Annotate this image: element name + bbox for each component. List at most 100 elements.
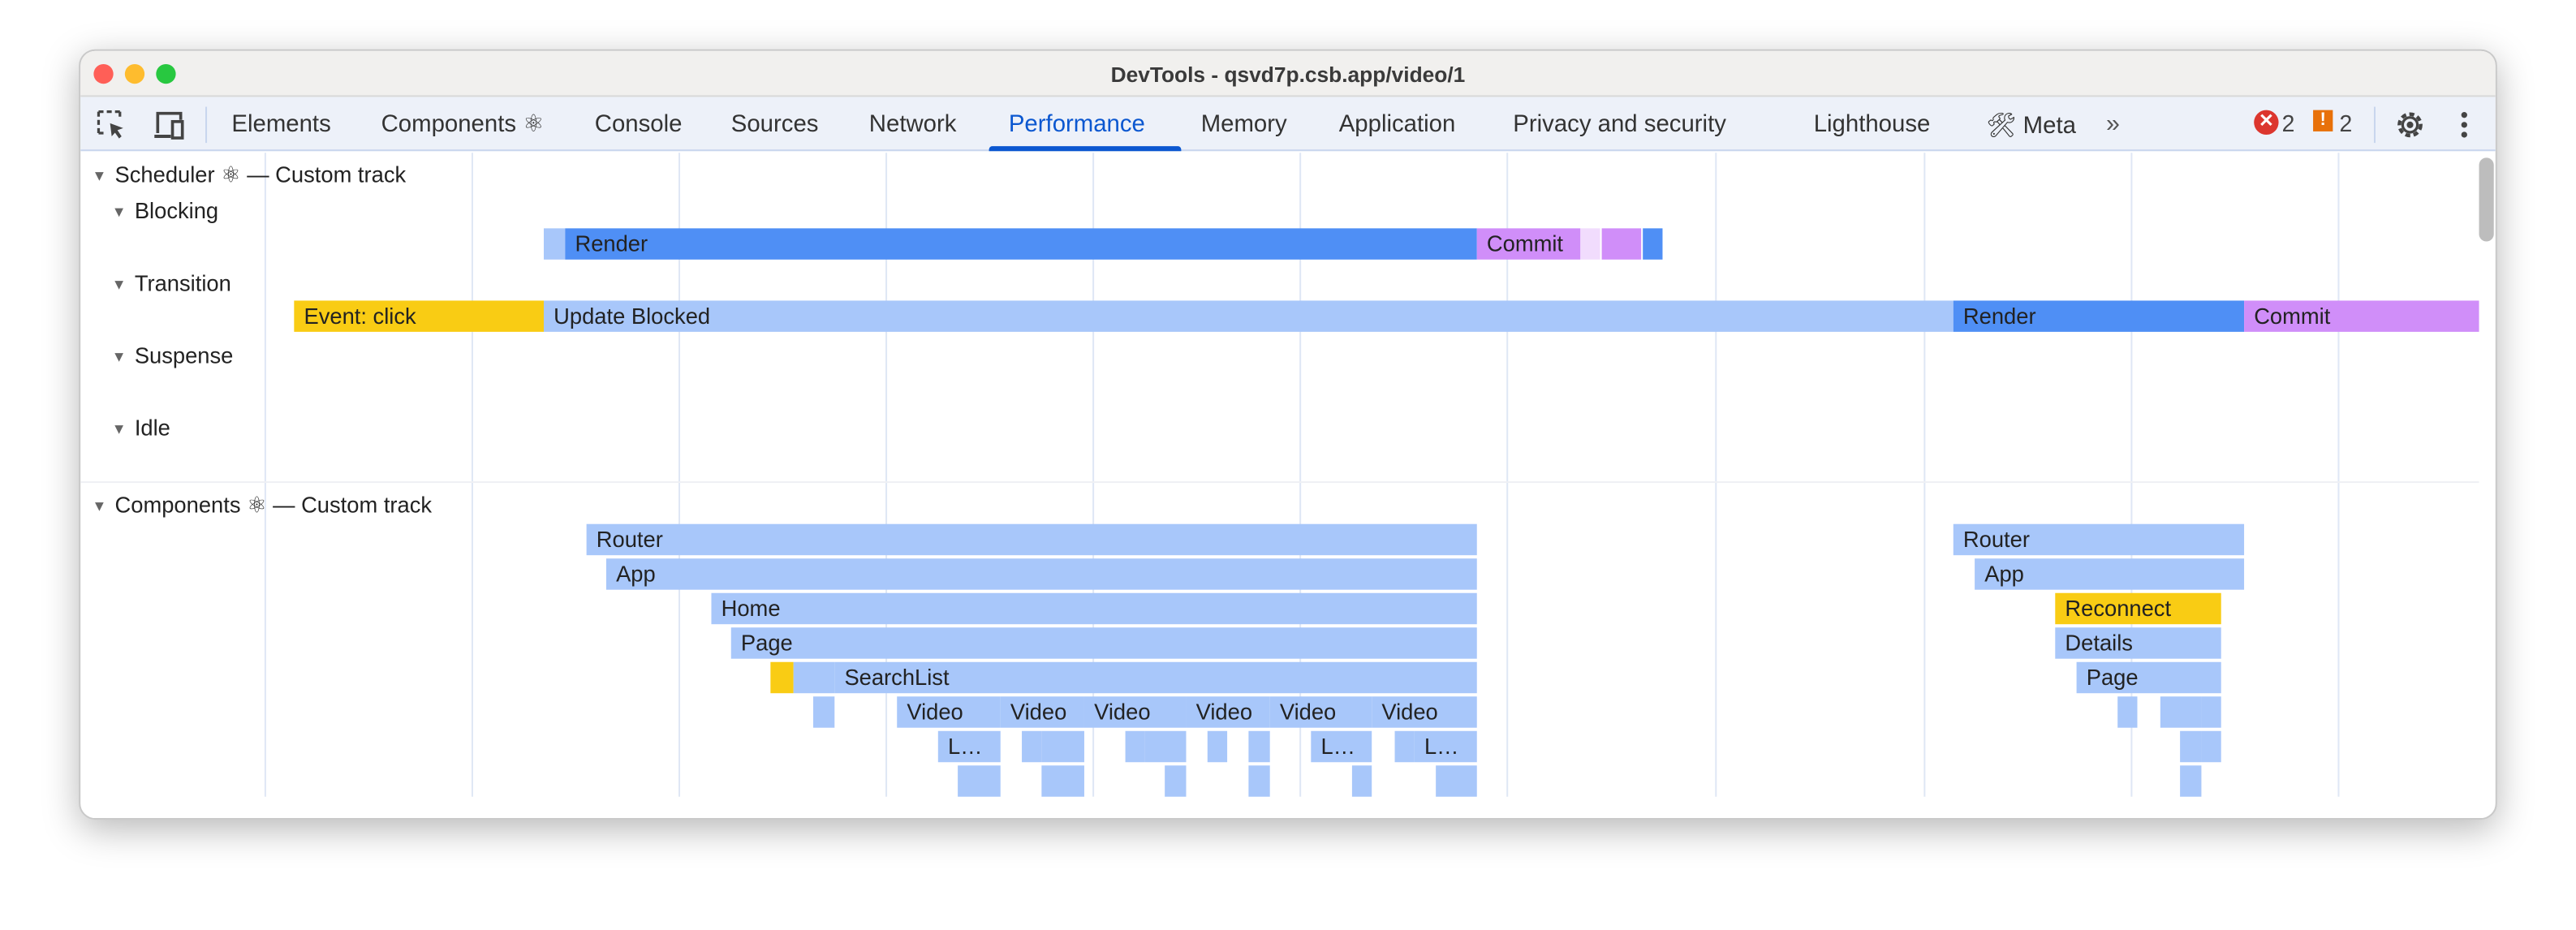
tab-elements[interactable]: Elements — [231, 111, 331, 139]
tab-lighthouse[interactable]: Lighthouse — [1813, 111, 1931, 139]
unlabeled-bar[interactable] — [1643, 228, 1663, 260]
update-blocked-bar[interactable]: Update Blocked — [544, 300, 1954, 332]
video-bar[interactable]: Video — [1186, 696, 1270, 728]
collapse-triangle-icon[interactable]: ▼ — [92, 497, 107, 515]
unlabeled-bar[interactable] — [812, 696, 835, 728]
unlabeled-bar[interactable] — [1165, 765, 1187, 797]
tab-meta[interactable]: 🛠 Meta — [1986, 113, 2076, 140]
collapse-triangle-icon[interactable]: ▼ — [111, 276, 127, 293]
unlabeled-bar[interactable] — [1207, 730, 1228, 763]
page-bar[interactable]: Page — [2076, 661, 2221, 694]
tab-console[interactable]: Console — [594, 111, 683, 139]
unlabeled-bar[interactable] — [793, 661, 835, 694]
window-title: DevTools - qsvd7p.csb.app/video/1 — [1110, 62, 1466, 88]
collapse-triangle-icon[interactable]: ▼ — [111, 204, 127, 221]
time-gridline — [1506, 153, 1509, 797]
unlabeled-bar[interactable] — [2201, 730, 2221, 763]
chevron-double-right-icon[interactable]: » — [2106, 110, 2120, 139]
home-bar[interactable]: Home — [711, 592, 1477, 625]
tab-memory[interactable]: Memory — [1200, 111, 1287, 139]
video-bar[interactable]: Video — [1372, 696, 1477, 728]
lane-transition[interactable]: ▼ Transition — [111, 270, 231, 296]
lane-suspense[interactable]: ▼ Suspense — [111, 343, 234, 368]
lane-blocking[interactable]: ▼ Blocking — [111, 198, 219, 224]
unlabeled-bar[interactable] — [2160, 696, 2202, 728]
render-bar[interactable]: Render — [1953, 300, 2245, 332]
lane-idle[interactable]: ▼ Idle — [111, 415, 170, 441]
unlabeled-bar[interactable] — [544, 228, 566, 260]
unlabeled-bar[interactable] — [1041, 765, 1084, 797]
tab-network[interactable]: Network — [868, 111, 957, 139]
tab-sources[interactable]: Sources — [730, 111, 819, 139]
collapse-triangle-icon[interactable]: ▼ — [111, 420, 127, 437]
details-bar[interactable]: Details — [2055, 627, 2221, 659]
unlabeled-bar[interactable] — [1248, 765, 1270, 797]
reconnect-bar[interactable]: Reconnect — [2055, 592, 2221, 625]
device-toolbar-icon[interactable] — [153, 110, 185, 140]
unlabeled-bar[interactable] — [1580, 228, 1600, 260]
time-gridline — [471, 153, 473, 797]
tab-privacy-and-security[interactable]: Privacy and security — [1513, 111, 1726, 139]
video-bar[interactable]: Video — [1269, 696, 1372, 728]
unlabeled-bar[interactable] — [958, 765, 1001, 797]
vertical-scrollbar[interactable] — [2479, 157, 2494, 242]
collapse-triangle-icon[interactable]: ▼ — [111, 348, 127, 365]
l-trunc-bar[interactable]: L… — [1414, 730, 1477, 763]
unlabeled-bar[interactable] — [2117, 696, 2138, 728]
zoom-window-button[interactable] — [156, 63, 176, 84]
app-bar[interactable]: App — [605, 558, 1477, 590]
unlabeled-bar[interactable] — [1394, 730, 1415, 763]
unlabeled-bar[interactable] — [1125, 730, 1145, 763]
inspect-element-icon[interactable] — [97, 110, 126, 140]
unlabeled-bar[interactable] — [1601, 228, 1642, 260]
page-bar[interactable]: Page — [730, 627, 1477, 659]
commit-bar[interactable]: Commit — [1476, 228, 1581, 260]
performance-timeline[interactable]: ▼ Scheduler ⚛ — Custom track ▼ Blocking ▼ T… — [80, 153, 2496, 818]
devtools-window: DevTools - qsvd7p.csb.app/video/1 Elemen… — [79, 49, 2497, 820]
time-gridline — [885, 153, 888, 797]
unlabeled-bar[interactable] — [1022, 730, 1042, 763]
warning-icon[interactable]: ! — [2313, 110, 2333, 131]
warning-count[interactable]: 2 — [2339, 110, 2353, 137]
close-window-button[interactable] — [93, 63, 114, 84]
unlabeled-bar[interactable] — [1144, 730, 1187, 763]
time-gridline — [2337, 153, 2340, 797]
video-bar[interactable]: Video — [897, 696, 1001, 728]
unlabeled-bar[interactable] — [1436, 765, 1477, 797]
unlabeled-bar[interactable] — [2180, 765, 2202, 797]
app-bar[interactable]: App — [1975, 558, 2245, 590]
time-gridline — [264, 153, 266, 797]
time-gridline — [678, 153, 681, 797]
unlabeled-bar[interactable] — [1041, 730, 1084, 763]
devtools-toolbar: Elements Components ⚛ Console Sources Networ… — [80, 97, 2496, 152]
more-vertical-icon[interactable] — [2459, 110, 2469, 140]
event-click-bar[interactable]: Event: click — [294, 300, 545, 332]
render-bar[interactable]: Render — [565, 228, 1477, 260]
searchlist-bar[interactable]: SearchList — [834, 661, 1477, 694]
commit-bar[interactable]: Commit — [2244, 300, 2479, 332]
error-count[interactable]: 2 — [2281, 110, 2295, 137]
unlabeled-bar[interactable] — [770, 661, 794, 694]
tab-performance[interactable]: Performance — [1008, 111, 1145, 139]
router-bar[interactable]: Router — [1953, 523, 2245, 556]
unlabeled-bar[interactable] — [2180, 730, 2202, 763]
minimize-window-button[interactable] — [124, 63, 145, 84]
l-trunc-bar[interactable]: L… — [1311, 730, 1372, 763]
tab-components[interactable]: Components ⚛ — [381, 111, 545, 139]
time-gridline — [1299, 153, 1302, 797]
video-bar[interactable]: Video — [1000, 696, 1084, 728]
track-divider — [80, 481, 2479, 484]
unlabeled-bar[interactable] — [2201, 696, 2221, 728]
components-track-header[interactable]: ▼ Components ⚛ — Custom track — [92, 493, 433, 518]
collapse-triangle-icon[interactable]: ▼ — [92, 167, 107, 184]
l-trunc-bar[interactable]: L… — [937, 730, 1001, 763]
scheduler-track-header[interactable]: ▼ Scheduler ⚛ — Custom track — [92, 162, 407, 187]
video-bar[interactable]: Video — [1083, 696, 1187, 728]
unlabeled-bar[interactable] — [1351, 765, 1372, 797]
router-bar[interactable]: Router — [586, 523, 1477, 556]
time-gridline — [1715, 153, 1717, 797]
gear-icon[interactable] — [2393, 109, 2426, 141]
error-icon[interactable]: ✕ — [2254, 110, 2279, 135]
tab-application[interactable]: Application — [1338, 111, 1456, 139]
unlabeled-bar[interactable] — [1248, 730, 1270, 763]
